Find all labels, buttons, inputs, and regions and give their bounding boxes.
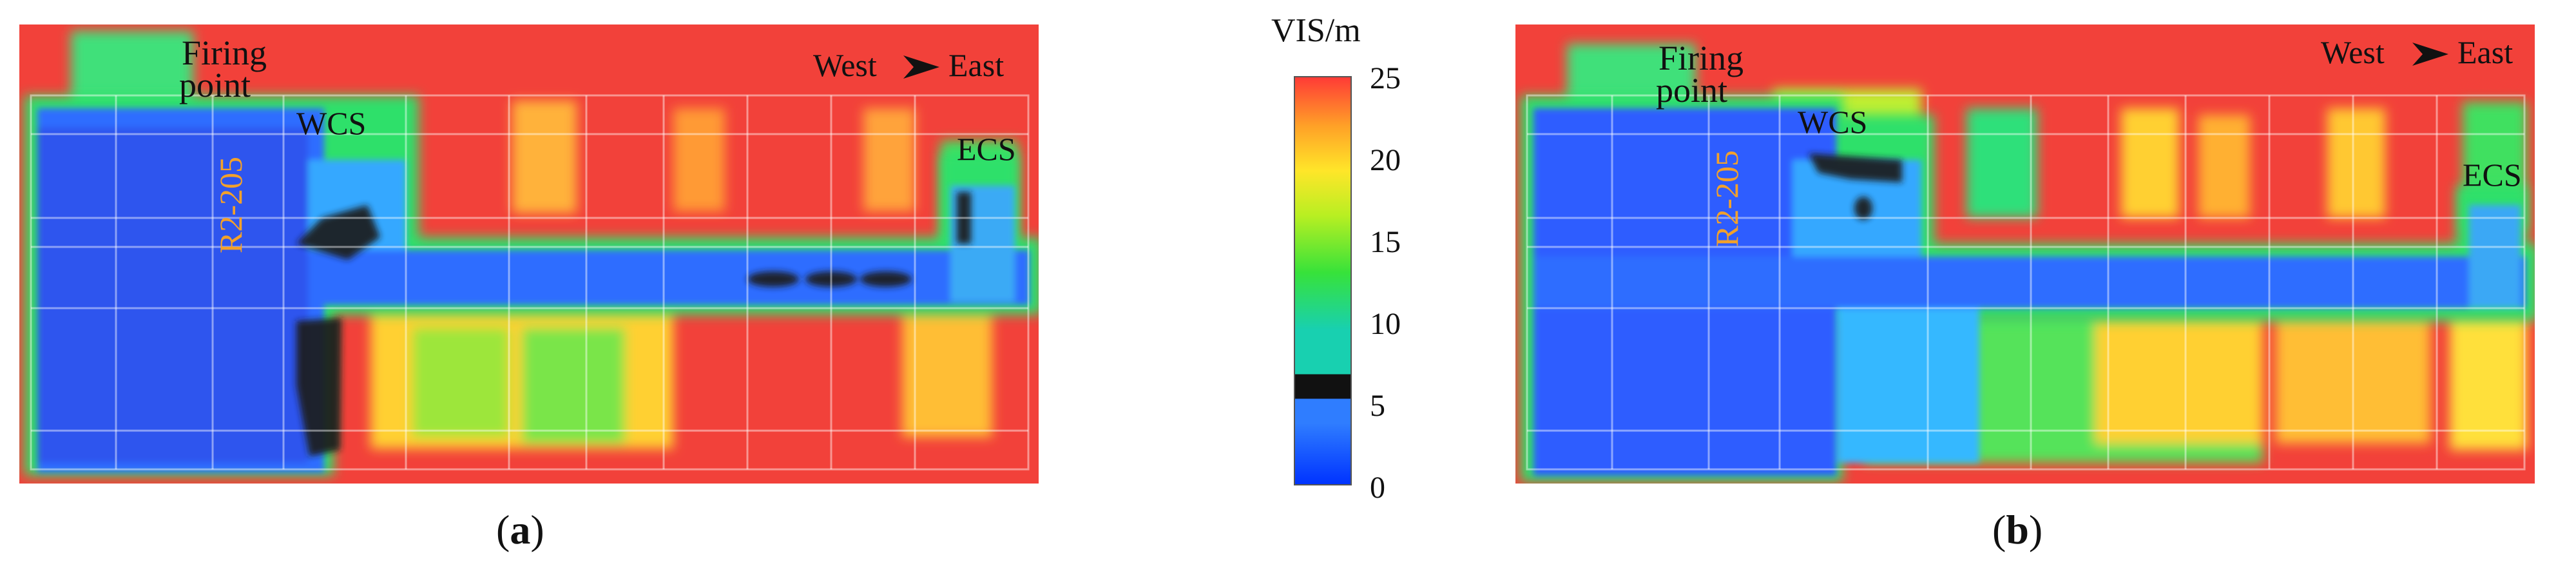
west-label: West	[813, 47, 877, 83]
subfigure-label-b: (b)	[1992, 507, 2043, 553]
colorbar-tick: 25	[1370, 61, 1401, 95]
low-visibility-region	[1533, 108, 2526, 476]
visibility-map-panel-b: Firing point WCS ECS R2-205 West East	[1515, 24, 2535, 484]
point-label: point	[179, 66, 251, 104]
subfigure-letter: a	[510, 507, 531, 553]
east-label: East	[2457, 34, 2513, 70]
east-label: East	[948, 47, 1004, 83]
very-low-visibility-patches	[296, 192, 971, 456]
model-wireframe	[30, 94, 1030, 471]
wcs-label: WCS	[296, 105, 366, 141]
visibility-gradient-zones	[1567, 44, 2527, 463]
colorbar-gradient	[1294, 76, 1352, 485]
firing-label: Firing	[1658, 39, 1744, 77]
visibility-map-panel-a: Firing point WCS ECS R2-205 West East	[19, 24, 1039, 484]
colorbar-tick: 20	[1370, 143, 1401, 177]
ecs-label: ECS	[2463, 157, 2522, 193]
wcs-label: WCS	[1798, 104, 1867, 140]
west-east-arrow-icon	[2412, 43, 2448, 66]
colorbar-title: VIS/m	[1271, 12, 1361, 49]
model-wireframe	[1526, 94, 2526, 471]
west-label: West	[2321, 34, 2385, 70]
colorbar-tick: 5	[1370, 389, 1385, 423]
very-low-visibility-patches	[1809, 153, 1902, 220]
colorbar-legend: VIS/m 25 20 15 10 5 0	[1255, 0, 1448, 505]
subfigure-letter: b	[2006, 507, 2029, 553]
visibility-map-a: Firing point WCS ECS R2-205 West East	[19, 24, 1039, 484]
colorbar-tick: 10	[1370, 307, 1401, 341]
colorbar-tick: 0	[1370, 471, 1385, 505]
west-east-arrow-icon	[903, 55, 939, 79]
firing-label: Firing	[182, 34, 267, 72]
visibility-map-b: Firing point WCS ECS R2-205 West East	[1515, 24, 2535, 484]
subfigure-label-a: (a)	[496, 507, 544, 553]
point-label: point	[1656, 71, 1727, 110]
room-label: R2-205	[1709, 150, 1745, 247]
ecs-label: ECS	[957, 131, 1016, 167]
room-label: R2-205	[213, 157, 249, 253]
colorbar-tick: 15	[1370, 225, 1401, 259]
